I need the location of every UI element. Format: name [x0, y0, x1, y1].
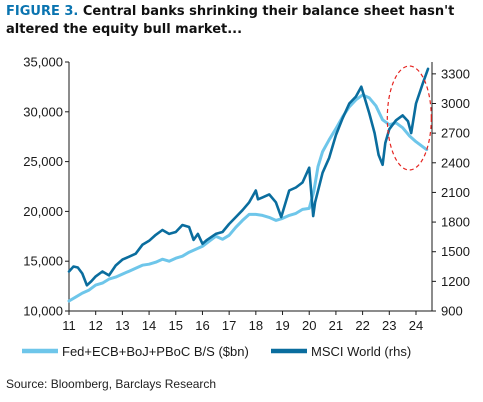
- left-tick-label: 35,000: [23, 55, 63, 70]
- left-tick-label: 20,000: [23, 204, 63, 219]
- left-tick-label: 25,000: [23, 154, 63, 169]
- left-tick-label: 10,000: [23, 304, 63, 319]
- x-tick-label: 18: [249, 318, 263, 333]
- left-axis-ticks: 10,000 15,000 20,000 25,000 30,000 35,000: [23, 55, 69, 319]
- x-tick-label: 21: [329, 318, 343, 333]
- x-tick-label: 15: [169, 318, 183, 333]
- x-tick-label: 23: [382, 318, 396, 333]
- msci-world-line: [67, 67, 430, 287]
- x-tick-label: 24: [409, 318, 423, 333]
- x-tick-label: 12: [88, 318, 102, 333]
- figure-label: FIGURE 3.: [6, 4, 79, 19]
- legend-label-balance-sheet: Fed+ECB+BoJ+PBoC B/S ($bn): [62, 344, 249, 359]
- balance-sheet-line: [67, 93, 429, 303]
- x-tick-label: 13: [115, 318, 129, 333]
- series-lines: [67, 67, 430, 303]
- chart-title: FIGURE 3. Central banks shrinking their …: [6, 3, 478, 39]
- right-tick-label: 3000: [441, 96, 470, 111]
- highlight-ellipse: [386, 65, 432, 171]
- x-axis-ticks: 11 12 13 14 15 16 17 18 19 20 21 22 23 24: [62, 311, 423, 333]
- left-tick-label: 30,000: [23, 104, 63, 119]
- x-tick-label: 14: [142, 318, 156, 333]
- x-tick-label: 11: [62, 318, 76, 333]
- legend-label-msci-world: MSCI World (rhs): [311, 344, 411, 359]
- right-tick-label: 1500: [441, 244, 470, 259]
- title-text: Central banks shrinking their balance sh…: [6, 4, 455, 37]
- right-tick-label: 3300: [441, 66, 470, 81]
- annotation: [386, 65, 432, 171]
- right-tick-label: 2100: [441, 185, 470, 200]
- right-tick-label: 2700: [441, 126, 470, 141]
- x-tick-label: 16: [195, 318, 209, 333]
- right-axis-ticks: 900 1200 1500 1800 2100 2400 2700 3000 3300: [432, 66, 470, 319]
- right-tick-label: 1800: [441, 215, 470, 230]
- right-tick-label: 2400: [441, 155, 470, 170]
- right-tick-label: 900: [441, 304, 463, 319]
- legend: Fed+ECB+BoJ+PBoC B/S ($bn) MSCI World (rh…: [22, 344, 411, 359]
- source-note: Source: Bloomberg, Barclays Research: [6, 377, 217, 391]
- x-tick-label: 20: [302, 318, 316, 333]
- x-tick-label: 17: [222, 318, 236, 333]
- right-tick-label: 1200: [441, 274, 470, 289]
- x-tick-label: 19: [275, 318, 289, 333]
- left-tick-label: 15,000: [23, 254, 63, 269]
- x-tick-label: 22: [355, 318, 369, 333]
